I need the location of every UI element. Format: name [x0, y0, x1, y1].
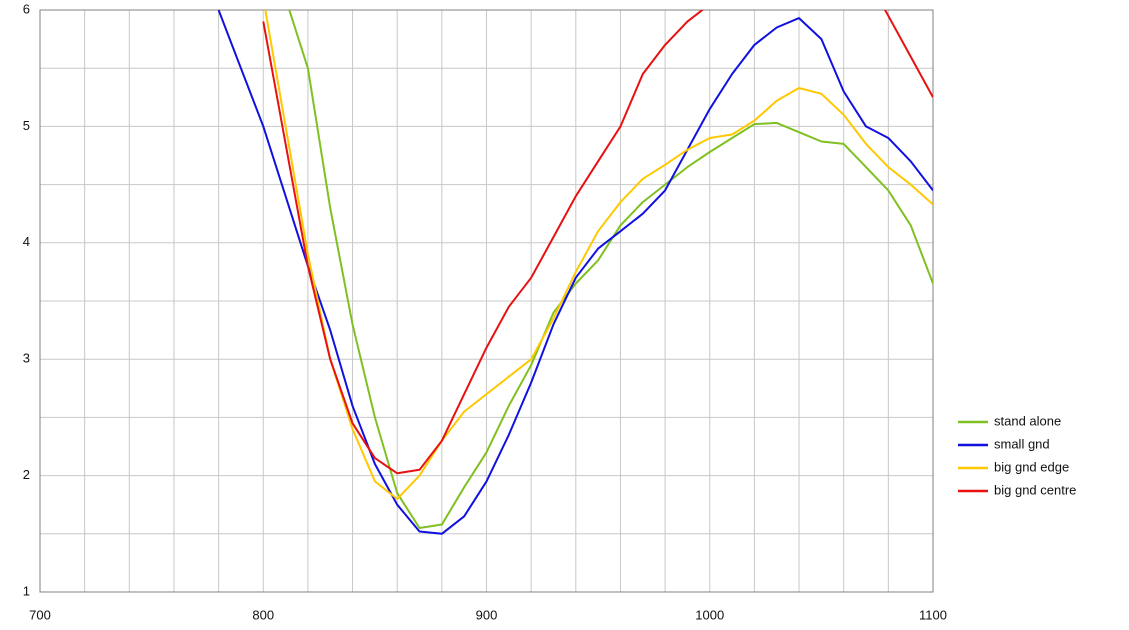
y-tick-label: 2 [23, 467, 30, 482]
y-tick-label: 3 [23, 351, 30, 366]
x-tick-label: 700 [29, 607, 51, 622]
legend-label: big gnd edge [994, 459, 1069, 474]
plot-frame [39, 9, 934, 593]
series-line [217, 10, 933, 535]
series-line [262, 10, 933, 475]
series-line [264, 10, 933, 500]
y-tick-label: 5 [23, 118, 30, 133]
x-tick-label: 1000 [695, 607, 724, 622]
legend-label: small gnd [994, 436, 1050, 451]
legend-label: big gnd centre [994, 482, 1076, 497]
y-tick-label: 6 [23, 1, 30, 16]
y-tick-label: 4 [23, 234, 30, 249]
x-tick-label: 900 [476, 607, 498, 622]
legend-label: stand alone [994, 413, 1061, 428]
x-tick-label: 1100 [919, 607, 947, 622]
plot-area [217, 10, 933, 535]
y-tick-label: 1 [23, 583, 30, 598]
x-tick-label: 800 [252, 607, 274, 622]
series-line [288, 10, 933, 529]
